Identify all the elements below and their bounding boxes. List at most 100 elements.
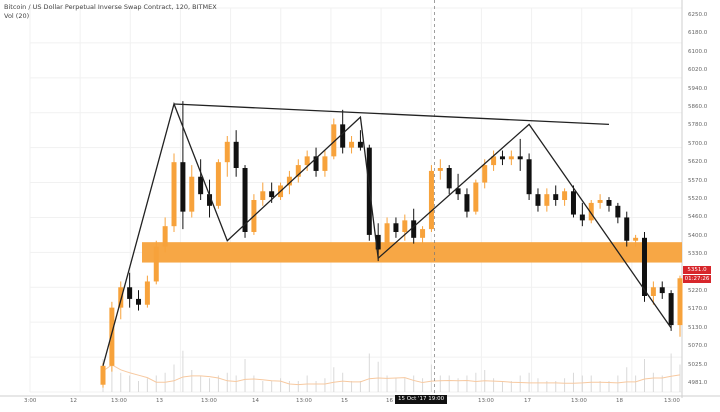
candle-up	[171, 162, 177, 227]
price-tick-label: 5570.0	[688, 177, 708, 184]
candle-down	[375, 234, 381, 250]
resistance-trendline	[173, 103, 610, 126]
candle-down	[570, 191, 576, 215]
volume-bar	[244, 359, 246, 392]
candle-down	[180, 162, 186, 212]
price-tick-label: 5860.0	[688, 104, 708, 110]
volume-bar	[200, 375, 202, 392]
time-tick-label: 18	[616, 398, 623, 404]
volume-bar	[155, 375, 157, 392]
volume-bar	[537, 378, 539, 392]
candle-up	[473, 182, 479, 212]
volume-bar	[670, 353, 672, 392]
chart-title: Bitcoin / US Dollar Perpetual Inverse Sw…	[4, 3, 217, 11]
volume-bar	[439, 375, 441, 392]
volume-bar	[395, 378, 397, 392]
time-tick-label: 15	[341, 398, 348, 404]
candle-up	[153, 246, 159, 282]
volume-bar	[333, 367, 335, 392]
candle-up	[260, 191, 266, 200]
volume-bar	[315, 381, 317, 392]
candle-down	[624, 217, 630, 241]
price-tick-label: 6020.0	[688, 67, 708, 74]
volume-bar	[457, 378, 459, 392]
volume-bar	[546, 381, 548, 392]
price-tick-label: 5025.0	[688, 361, 708, 368]
candle-up	[588, 202, 594, 221]
candle-up	[482, 165, 488, 183]
price-tick-label: 5940.0	[688, 85, 708, 92]
volume-bar	[590, 375, 592, 392]
candle-down	[340, 124, 346, 148]
candle-up	[428, 170, 434, 230]
time-tick-label: 3:00	[24, 398, 37, 404]
volume-bar	[342, 372, 344, 392]
candle-down	[615, 205, 621, 218]
time-tick-label: 13:00	[571, 398, 587, 404]
time-tick-label: 13	[156, 398, 163, 404]
price-tick-label: 5460.0	[688, 214, 708, 221]
candle-up	[420, 229, 426, 238]
volume-bar	[626, 367, 628, 392]
candle-down	[579, 214, 585, 221]
last-price-tag: 5351.0	[683, 266, 711, 274]
price-tick-label: 5220.0	[688, 288, 708, 294]
volume-bar	[635, 375, 637, 392]
time-tick-label: 13:00	[478, 398, 494, 404]
candle-down	[535, 194, 541, 206]
price-tick-label: 5700.0	[688, 140, 708, 147]
time-tick-label: 17	[524, 398, 531, 404]
price-tick-label: 5070.0	[688, 343, 708, 350]
candle-down	[127, 287, 133, 299]
time-tick-label: 13:00	[111, 398, 127, 404]
candle-down	[136, 298, 142, 305]
candle-down	[517, 156, 523, 160]
time-tick-label: 13:00	[296, 398, 312, 404]
candle-down	[393, 223, 399, 232]
candle-up	[402, 220, 408, 232]
time-tick-label: 14	[252, 398, 259, 404]
volume-bar	[413, 375, 415, 392]
volume-bar	[501, 381, 503, 392]
volume-bar	[280, 378, 282, 392]
candle-up	[100, 365, 106, 385]
candle-down	[242, 168, 248, 232]
volume-bar	[466, 375, 468, 392]
candle-down	[207, 194, 213, 206]
price-tick-label: 5780.0	[688, 122, 708, 129]
time-tick-label: 12	[70, 398, 77, 404]
candle-down	[313, 156, 319, 171]
volume-bar	[679, 364, 681, 392]
volume-ma-line	[102, 364, 681, 386]
volume-bar	[608, 381, 610, 392]
candle-down	[464, 194, 470, 212]
volume-bar	[475, 372, 477, 392]
candle-up	[544, 194, 550, 206]
volume-bar	[288, 381, 290, 392]
candle-up	[597, 200, 603, 203]
candle-up	[162, 226, 168, 247]
candle-down	[606, 200, 612, 206]
candle-down	[198, 176, 204, 195]
volume-bar	[519, 375, 521, 392]
candle-up	[295, 165, 301, 177]
volume-bar	[297, 381, 299, 392]
volume-bar	[138, 381, 140, 392]
candle-down	[553, 194, 559, 200]
candle-down	[269, 191, 275, 198]
crosshair-time-label: 15 Oct '17 19:00	[395, 395, 448, 404]
price-tick-label: 6180.0	[688, 30, 708, 37]
volume-bar	[422, 378, 424, 392]
time-tick-label: 13:00	[201, 398, 217, 404]
price-tick-label: 4981.0	[688, 380, 708, 386]
candle-down	[411, 220, 417, 238]
volume-bar	[564, 378, 566, 392]
volume-bar	[217, 375, 219, 392]
volume-bar	[510, 381, 512, 392]
candle-up	[349, 141, 355, 148]
candle-down	[357, 141, 363, 148]
price-tick-label: 5130.0	[688, 324, 708, 331]
candle-down	[659, 287, 665, 294]
